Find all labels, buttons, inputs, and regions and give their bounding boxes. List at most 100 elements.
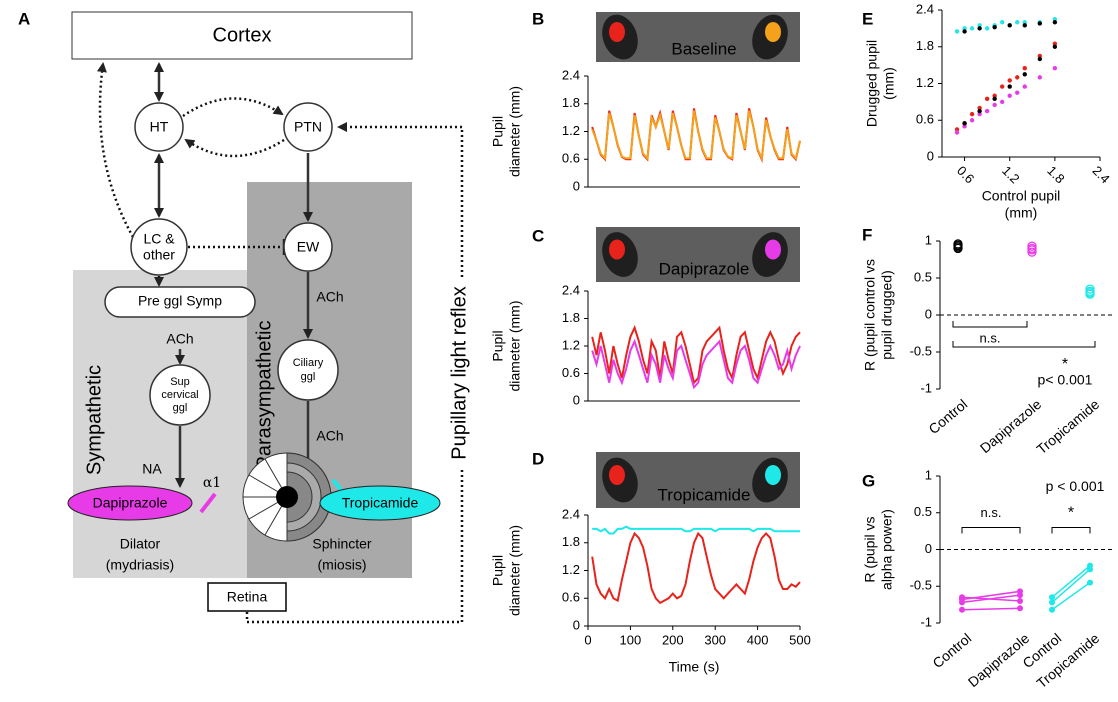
- region-label: Sympathetic: [83, 365, 105, 475]
- y-tick-label: 0: [925, 306, 932, 321]
- y-axis-label: Drugged pupil: [864, 40, 880, 127]
- dot: [959, 607, 965, 613]
- pair-line: [962, 608, 1020, 609]
- y-axis-label: pupil drugged): [879, 270, 895, 360]
- x-axis-label: Time (s): [669, 659, 720, 675]
- series-line: [592, 111, 800, 159]
- y-tick-label: 0: [925, 541, 932, 556]
- annotation: n.s.: [980, 330, 1001, 345]
- dotted-arrow: [183, 98, 282, 116]
- scatter-point: [970, 118, 974, 122]
- scatter-point: [955, 130, 959, 134]
- pupil: [243, 453, 331, 541]
- x-tick-label: Control: [925, 396, 970, 437]
- transmitter-label: ACh: [166, 331, 193, 347]
- x-tick-label: 400: [747, 632, 769, 647]
- node-label: LC &: [143, 231, 175, 247]
- receptor-label: α1: [203, 475, 221, 491]
- x-tick-label: 0.6: [954, 163, 977, 186]
- panel-label: A: [18, 9, 30, 28]
- y-axis-label: (mm): [881, 67, 897, 100]
- scatter-point: [1000, 100, 1004, 104]
- y-axis-label: diameter (mm): [507, 86, 523, 177]
- pair-line: [962, 597, 1020, 601]
- scatter-point: [1015, 90, 1019, 94]
- scatter-point: [985, 97, 989, 101]
- scatter-point: [1008, 84, 1012, 88]
- y-tick-label: 1: [925, 467, 932, 482]
- figure-canvas: A Cortex HT PTN LC & other EW Pre ggl Sy…: [0, 0, 1118, 702]
- muscle-label: Dilator: [120, 536, 161, 552]
- annotation: p < 0.001: [1046, 478, 1105, 494]
- cortex-label: Cortex: [213, 24, 272, 46]
- scatter-point: [1000, 20, 1004, 24]
- drug-label: Dapiprazole: [93, 495, 168, 511]
- y-tick-label: 0: [573, 392, 580, 407]
- x-tick-label: 200: [662, 632, 684, 647]
- condition-label: Dapiprazole: [659, 259, 750, 278]
- eye-pupil: [765, 22, 781, 42]
- y-tick-label: 1.2: [562, 562, 580, 577]
- scatter-point: [970, 112, 974, 116]
- node-label: EW: [297, 239, 320, 255]
- y-tick-label: 1.2: [562, 337, 580, 352]
- scatter-point: [1053, 20, 1057, 24]
- annotation: p< 0.001: [1038, 372, 1093, 388]
- scatter-point: [1008, 78, 1012, 82]
- series-line: [592, 527, 800, 534]
- eye-pupil: [765, 465, 781, 485]
- scatter-point: [1008, 23, 1012, 27]
- eye-pupil: [609, 240, 625, 260]
- x-axis-label: (mm): [1005, 205, 1038, 221]
- transmitter-label: NA: [142, 461, 162, 477]
- y-axis-label: Pupil: [490, 330, 506, 361]
- eye-pupil: [765, 240, 781, 260]
- dotted-arrow: [186, 140, 284, 156]
- y-tick-label: 1.2: [916, 75, 934, 90]
- panel-label: B: [532, 9, 544, 28]
- x-tick-label: 500: [789, 632, 811, 647]
- transmitter-label: ACh: [316, 289, 343, 305]
- eye-pupil: [609, 465, 625, 485]
- scatter-point: [962, 121, 966, 125]
- y-tick-label: 2.4: [916, 1, 934, 16]
- dot: [1017, 605, 1023, 611]
- node-label: Pre ggl Symp: [138, 293, 222, 309]
- scatter-point: [1000, 84, 1004, 88]
- x-axis-label: Control pupil: [982, 188, 1061, 204]
- scatter-point: [955, 29, 959, 33]
- scatter-point: [992, 97, 996, 101]
- annotation: *: [1062, 356, 1068, 373]
- reflex-label: Pupillary light reflex: [448, 286, 470, 459]
- dot: [1049, 607, 1055, 613]
- y-tick-label: 2.4: [562, 506, 580, 521]
- bracket: [962, 528, 1020, 534]
- y-tick-label: 0: [573, 617, 580, 632]
- dot: [1049, 594, 1055, 600]
- pupil-center: [276, 486, 298, 508]
- pair-line: [1052, 566, 1090, 598]
- scatter-point: [977, 26, 981, 30]
- scatter-point: [977, 109, 981, 113]
- dot: [1087, 566, 1093, 572]
- node-label: other: [143, 247, 175, 263]
- scatter-point: [1023, 72, 1027, 76]
- scatter-point: [962, 29, 966, 33]
- condition-label: Baseline: [671, 39, 736, 58]
- scatter-point: [1015, 75, 1019, 79]
- y-tick-label: 0: [927, 148, 934, 163]
- node-label: Sup: [170, 376, 190, 388]
- y-tick-label: -1: [920, 614, 932, 629]
- scatter-point: [1038, 21, 1042, 25]
- y-axis-label: diameter (mm): [507, 300, 523, 391]
- scatter-point: [1008, 94, 1012, 98]
- y-axis-label: Pupil: [490, 116, 506, 147]
- y-axis-label: R (pupil vs: [862, 516, 878, 582]
- y-tick-label: 1.8: [562, 310, 580, 325]
- panel-label: G: [862, 471, 875, 490]
- dot: [1017, 598, 1023, 604]
- annotation: *: [1068, 505, 1074, 522]
- y-tick-label: 2.4: [562, 67, 580, 82]
- node-label: ggl: [301, 371, 316, 383]
- y-tick-label: -1: [920, 380, 932, 395]
